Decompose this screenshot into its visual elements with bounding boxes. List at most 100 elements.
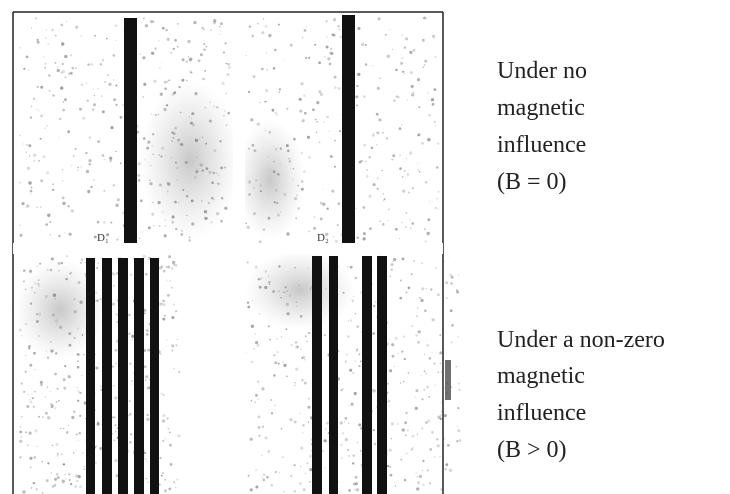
speckle [150,165,151,166]
speckle [265,89,268,92]
speckle [428,114,430,116]
speckle [429,201,430,202]
speckle [275,112,277,114]
speckle [166,182,168,184]
speckle [102,62,103,63]
speckle [92,109,94,111]
speckle [90,186,92,188]
speckle [403,336,405,338]
speckle [113,184,116,187]
speckle [294,490,296,492]
speckle [400,382,401,383]
speckle [29,144,32,147]
speckle [100,298,102,300]
speckle [177,139,180,142]
speckle [247,302,249,304]
speckle [303,488,306,491]
speckle [161,147,164,150]
speckle [44,67,46,69]
speckle [75,148,77,150]
speckle [295,346,298,349]
speckle [200,53,203,56]
speckle [248,193,251,196]
speckle [427,420,430,423]
speckle [255,402,256,403]
speckle [286,376,288,378]
speckle [416,389,419,392]
speckle [202,170,204,172]
speckle [434,121,436,123]
speckle [62,25,63,26]
speckle [38,416,40,418]
speckle [25,289,26,290]
speckle [166,266,168,268]
speckle [174,91,177,94]
speckle [113,385,114,386]
speckle [359,353,361,355]
speckle [46,479,49,482]
speckle [171,287,173,289]
speckle [334,140,336,142]
speckle [189,116,190,117]
speckle [68,73,70,75]
speckle [315,119,317,121]
panel-gap [13,243,443,254]
speckle [79,392,81,394]
speckle [376,113,379,116]
speckle [307,136,310,139]
speckle [57,453,59,455]
speckle [265,437,268,440]
speckle [62,63,64,65]
speckle [203,29,205,31]
speckle [152,133,154,135]
speckle [30,467,31,468]
speckle [162,27,165,30]
speckle [69,273,71,275]
speckle [257,344,260,347]
speckle [413,92,414,93]
speckle [33,456,36,459]
speckle [151,114,152,115]
speckle [300,447,303,450]
speckle [310,288,311,289]
speckle [354,392,357,395]
speckle [176,179,177,180]
speckle [399,238,400,239]
speckle [158,114,159,115]
speckle [294,197,297,200]
speckle [293,138,296,141]
speckle [66,255,68,257]
speckle [48,74,51,77]
speckle [397,353,398,354]
speckle [141,231,143,233]
speckle [104,159,105,160]
speckle [94,35,96,37]
speckle [277,173,280,176]
speckle [343,292,345,294]
speckle [216,212,219,215]
speckle [338,87,341,90]
speckle [269,339,271,341]
speckle [89,159,92,162]
speckle [294,382,295,383]
speckle [305,335,307,337]
speckle [171,131,174,134]
speckle [168,255,171,258]
speckle [42,416,44,418]
speckle [326,422,329,425]
speckle [428,396,430,398]
speckle [146,418,149,421]
speckle [291,344,293,346]
speckle [402,57,403,58]
speckle [75,450,77,452]
speckle [64,98,67,101]
speckle [437,191,439,193]
speckle [213,21,216,24]
speckle [166,280,167,281]
speckle [97,221,100,224]
speckle [303,170,306,173]
speckle [71,272,72,273]
speckle [280,147,282,149]
speckle [19,457,21,459]
speckle [144,312,146,314]
